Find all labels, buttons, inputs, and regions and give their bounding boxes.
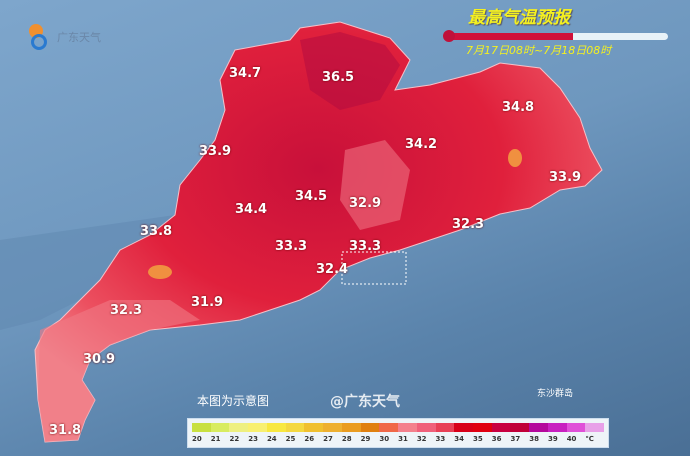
legend-tick: 29: [360, 435, 371, 443]
legend-swatch: [192, 423, 211, 432]
temperature-label: 32.3: [110, 303, 143, 318]
legend-swatch: [398, 423, 417, 432]
temperature-label: 32.3: [452, 217, 485, 232]
legend-swatch: [566, 423, 586, 432]
legend-swatch: [585, 423, 605, 432]
legend-tick: 32: [416, 435, 427, 443]
temperature-label: 32.4: [316, 262, 349, 277]
legend-swatch: [435, 423, 455, 432]
legend-tick: 24: [266, 435, 277, 443]
legend-tick: 39: [547, 435, 558, 443]
temperature-label: 31.9: [191, 295, 224, 310]
legend-swatch: [323, 423, 342, 432]
temperature-label: 31.8: [49, 423, 82, 438]
schematic-note: 本图为示意图: [197, 394, 270, 408]
guangdong-outline: [34, 21, 603, 443]
temperature-legend: 20 21 22 23 24 25 26 27 28 29 30 31 32 33 34 35 36 37 38 39…: [187, 418, 609, 448]
legend-tick: 31: [398, 435, 408, 443]
legend-swatch: [266, 423, 286, 432]
forecast-period: 7月17日08时~7月18日08时: [466, 44, 612, 57]
legend-swatch: [304, 423, 324, 432]
legend-swatch: [229, 423, 249, 432]
legend-tick: 27: [323, 435, 333, 443]
legend-swatch: [510, 423, 530, 432]
legend-tick: 36: [491, 435, 502, 443]
legend-tick: 25: [285, 435, 296, 443]
legend-swatch: [360, 423, 380, 432]
temperature-label: 34.8: [502, 100, 535, 115]
legend-swatch: [341, 423, 361, 432]
temperature-label: 33.3: [349, 239, 382, 254]
dongsha-islands-label: 东沙群岛: [537, 389, 574, 399]
temperature-label: 34.5: [295, 189, 328, 204]
logo-text: 广东天气: [57, 31, 101, 44]
legend-swatch: [248, 423, 267, 432]
legend-tick: 35: [473, 435, 483, 443]
sun-wave-logo-icon: [25, 22, 53, 52]
watermark: @广东天气: [330, 394, 400, 410]
legend-swatch: [285, 423, 305, 432]
temperature-label: 30.9: [83, 352, 116, 367]
temperature-label: 34.2: [405, 137, 438, 152]
legend-swatch: [473, 423, 492, 432]
temperature-label: 33.3: [275, 239, 308, 254]
legend-tick: 23: [248, 435, 258, 443]
legend-tick: 21: [210, 435, 221, 443]
legend-tick: 30: [379, 435, 390, 443]
thermometer-bar: [443, 30, 668, 42]
legend-tick: 33: [435, 435, 446, 443]
legend-tick: 22: [229, 435, 240, 443]
temperature-label: 32.9: [349, 196, 382, 211]
thermometer-fill: [446, 33, 573, 40]
legend-swatch: [379, 423, 399, 432]
thermometer-bulb: [443, 30, 455, 42]
legend-swatch: [454, 423, 474, 432]
legend-tick: 40: [566, 435, 577, 443]
legend-swatch: [416, 423, 436, 432]
legend-tick: 28: [341, 435, 352, 443]
legend-swatch: [210, 423, 230, 432]
temperature-label: 34.4: [235, 202, 268, 217]
temperature-label: 33.8: [140, 224, 173, 239]
legend-unit: ℃: [585, 435, 594, 443]
legend-tick: 34: [454, 435, 465, 443]
legend-tick: 20: [192, 435, 202, 443]
legend-swatch: [491, 423, 511, 432]
legend-swatch: [547, 423, 567, 432]
legend-tick: 38: [529, 435, 539, 443]
temperature-label: 33.9: [199, 144, 232, 159]
legend-tick: 26: [304, 435, 315, 443]
temperature-label: 34.7: [229, 66, 262, 81]
legend-swatch: [529, 423, 548, 432]
map-title: 最高气温预报: [468, 8, 570, 28]
temperature-label: 36.5: [322, 70, 355, 85]
legend-tick: 37: [510, 435, 521, 443]
logo: 广东天气: [25, 22, 101, 52]
temperature-label: 33.9: [549, 170, 582, 185]
